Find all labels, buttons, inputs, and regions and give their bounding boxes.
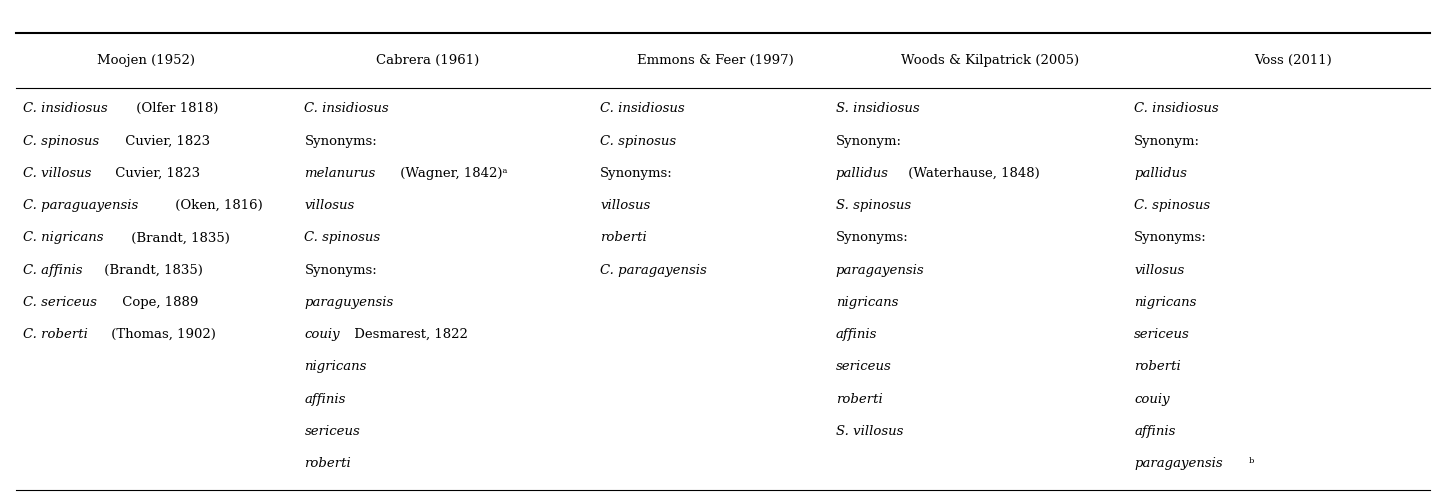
Text: nigricans: nigricans [1134,296,1197,309]
Text: Emmons & Feer (1997): Emmons & Feer (1997) [638,54,794,67]
Text: pallidus: pallidus [836,167,888,180]
Text: C. affinis: C. affinis [23,263,82,277]
Text: C. spinosus: C. spinosus [1134,199,1210,212]
Text: C. insidiosus: C. insidiosus [1134,102,1219,115]
Text: Synonyms:: Synonyms: [600,167,672,180]
Text: couiy: couiy [305,328,340,341]
Text: C. spinosus: C. spinosus [305,231,380,245]
Text: C. insidiosus: C. insidiosus [305,102,389,115]
Text: Cuvier, 1823: Cuvier, 1823 [121,134,210,147]
Text: Synonyms:: Synonyms: [305,134,377,147]
Text: paragayensis: paragayensis [836,263,924,277]
Text: Synonyms:: Synonyms: [836,231,908,245]
Text: Synonym:: Synonym: [836,134,901,147]
Text: couiy: couiy [1134,393,1170,406]
Text: melanurus: melanurus [305,167,376,180]
Text: (Wagner, 1842)ᵃ: (Wagner, 1842)ᵃ [396,167,508,180]
Text: S. villosus: S. villosus [836,425,902,438]
Text: C. sericeus: C. sericeus [23,296,97,309]
Text: (Brandt, 1835): (Brandt, 1835) [100,263,202,277]
Text: C. spinosus: C. spinosus [600,134,677,147]
Text: roberti: roberti [305,457,351,470]
Text: sericeus: sericeus [836,361,891,373]
Text: paraguyensis: paraguyensis [305,296,393,309]
Text: Voss (2011): Voss (2011) [1254,54,1332,67]
Text: Moojen (1952): Moojen (1952) [97,54,195,67]
Text: (Olfer 1818): (Olfer 1818) [132,102,218,115]
Text: paragayensis: paragayensis [1134,457,1223,470]
Text: Desmarest, 1822: Desmarest, 1822 [350,328,469,341]
Text: nigricans: nigricans [836,296,898,309]
Text: villosus: villosus [1134,263,1184,277]
Text: villosus: villosus [305,199,354,212]
Text: roberti: roberti [836,393,882,406]
Text: affinis: affinis [305,393,346,406]
Text: C. paragayensis: C. paragayensis [600,263,707,277]
Text: C. insidiosus: C. insidiosus [23,102,107,115]
Text: S. insidiosus: S. insidiosus [836,102,920,115]
Text: affinis: affinis [1134,425,1176,438]
Text: Synonym:: Synonym: [1134,134,1200,147]
Text: (Waterhause, 1848): (Waterhause, 1848) [904,167,1040,180]
Text: sericeus: sericeus [305,425,360,438]
Text: C. villosus: C. villosus [23,167,91,180]
Text: roberti: roberti [1134,361,1181,373]
Text: C. nigricans: C. nigricans [23,231,104,245]
Text: C. insidiosus: C. insidiosus [600,102,685,115]
Text: pallidus: pallidus [1134,167,1187,180]
Text: sericeus: sericeus [1134,328,1190,341]
Text: C. paraguayensis: C. paraguayensis [23,199,139,212]
Text: Synonyms:: Synonyms: [1134,231,1207,245]
Text: (Brandt, 1835): (Brandt, 1835) [127,231,230,245]
Text: Cope, 1889: Cope, 1889 [119,296,198,309]
Text: Woods & Kilpatrick (2005): Woods & Kilpatrick (2005) [901,54,1079,67]
Text: Synonyms:: Synonyms: [305,263,377,277]
Text: nigricans: nigricans [305,361,367,373]
Text: S. spinosus: S. spinosus [836,199,911,212]
Text: roberti: roberti [600,231,646,245]
Text: affinis: affinis [836,328,876,341]
Text: (Thomas, 1902): (Thomas, 1902) [107,328,215,341]
Text: C. roberti: C. roberti [23,328,88,341]
Text: C. spinosus: C. spinosus [23,134,100,147]
Text: (Oken, 1816): (Oken, 1816) [172,199,263,212]
Text: ᵇ: ᵇ [1248,457,1254,470]
Text: Cuvier, 1823: Cuvier, 1823 [111,167,200,180]
Text: Cabrera (1961): Cabrera (1961) [376,54,479,67]
Text: villosus: villosus [600,199,651,212]
